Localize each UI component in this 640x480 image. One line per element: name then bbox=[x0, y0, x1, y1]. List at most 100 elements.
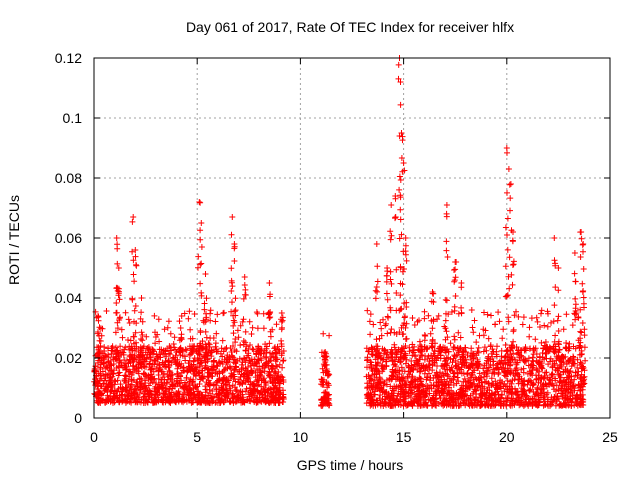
data-point bbox=[263, 360, 270, 367]
data-point bbox=[231, 241, 238, 247]
data-point bbox=[231, 347, 238, 353]
data-point bbox=[571, 376, 578, 383]
data-point bbox=[547, 403, 553, 409]
data-point bbox=[471, 388, 477, 395]
data-point bbox=[167, 351, 174, 358]
data-point bbox=[141, 363, 148, 370]
data-point bbox=[468, 307, 475, 313]
data-point bbox=[218, 382, 225, 389]
data-point bbox=[140, 343, 147, 350]
data-point bbox=[396, 235, 403, 242]
data-point bbox=[553, 382, 560, 389]
x-tick-label: 20 bbox=[499, 429, 515, 445]
data-point bbox=[131, 333, 138, 340]
data-point bbox=[277, 374, 283, 381]
data-point bbox=[376, 374, 383, 381]
data-point bbox=[580, 288, 587, 294]
data-point bbox=[483, 347, 490, 354]
data-point bbox=[136, 376, 143, 383]
data-point bbox=[217, 350, 224, 357]
data-point bbox=[113, 235, 120, 241]
data-point bbox=[107, 368, 114, 375]
data-point bbox=[429, 336, 436, 343]
data-point bbox=[113, 344, 119, 351]
data-point bbox=[454, 345, 461, 351]
data-point bbox=[251, 362, 257, 369]
data-point bbox=[566, 340, 573, 347]
data-point bbox=[531, 347, 538, 353]
data-point bbox=[525, 378, 532, 385]
data-point bbox=[525, 402, 532, 409]
data-point bbox=[364, 307, 371, 314]
data-point bbox=[551, 302, 558, 309]
data-point bbox=[245, 364, 251, 370]
data-point bbox=[363, 345, 370, 352]
data-point bbox=[196, 342, 203, 349]
data-point bbox=[504, 386, 511, 393]
data-point bbox=[372, 287, 379, 294]
data-point bbox=[397, 194, 404, 201]
data-point bbox=[177, 372, 184, 379]
data-point bbox=[245, 391, 252, 398]
data-point bbox=[507, 359, 514, 366]
data-point bbox=[450, 402, 457, 409]
data-point bbox=[481, 369, 487, 376]
data-point bbox=[149, 361, 156, 368]
data-point bbox=[103, 308, 110, 314]
data-point bbox=[268, 353, 275, 360]
data-point bbox=[402, 324, 409, 331]
data-point bbox=[489, 370, 496, 377]
data-point bbox=[168, 389, 175, 396]
data-point bbox=[280, 399, 287, 405]
data-point bbox=[460, 357, 467, 364]
data-point bbox=[431, 396, 438, 403]
data-point bbox=[448, 364, 455, 371]
data-point bbox=[193, 384, 200, 391]
data-point bbox=[259, 394, 266, 401]
data-point bbox=[498, 391, 505, 398]
data-point bbox=[397, 206, 404, 213]
data-point bbox=[578, 380, 585, 387]
data-point bbox=[542, 350, 549, 357]
data-point bbox=[434, 316, 441, 323]
data-point bbox=[279, 324, 285, 331]
data-point bbox=[198, 244, 205, 250]
data-point bbox=[135, 370, 142, 377]
data-point bbox=[366, 348, 372, 355]
data-point bbox=[571, 250, 578, 256]
data-point bbox=[416, 317, 422, 324]
data-point bbox=[219, 386, 226, 393]
data-point bbox=[519, 321, 526, 328]
data-point bbox=[196, 381, 203, 387]
data-point bbox=[373, 362, 380, 369]
data-point bbox=[397, 388, 404, 395]
data-point bbox=[232, 336, 239, 342]
data-point bbox=[178, 336, 185, 343]
data-point bbox=[552, 262, 559, 269]
data-point bbox=[513, 308, 519, 315]
data-point bbox=[443, 297, 450, 304]
data-point bbox=[387, 268, 394, 275]
data-point bbox=[552, 375, 559, 382]
data-point bbox=[222, 346, 229, 352]
data-point bbox=[526, 377, 533, 384]
data-point bbox=[108, 377, 115, 384]
data-point bbox=[402, 336, 409, 343]
data-point bbox=[240, 295, 247, 302]
data-point bbox=[555, 287, 562, 294]
data-point bbox=[232, 359, 239, 366]
data-point bbox=[380, 316, 386, 323]
data-point bbox=[395, 75, 402, 82]
data-point bbox=[469, 381, 476, 388]
data-point bbox=[458, 280, 465, 286]
data-point bbox=[156, 362, 163, 369]
data-point bbox=[150, 350, 156, 357]
data-point bbox=[190, 385, 197, 392]
data-point bbox=[457, 346, 464, 353]
data-point bbox=[481, 401, 488, 408]
data-point bbox=[464, 383, 470, 390]
data-point bbox=[579, 320, 586, 326]
data-point bbox=[95, 313, 102, 319]
data-point bbox=[132, 253, 139, 260]
data-point bbox=[240, 394, 247, 401]
